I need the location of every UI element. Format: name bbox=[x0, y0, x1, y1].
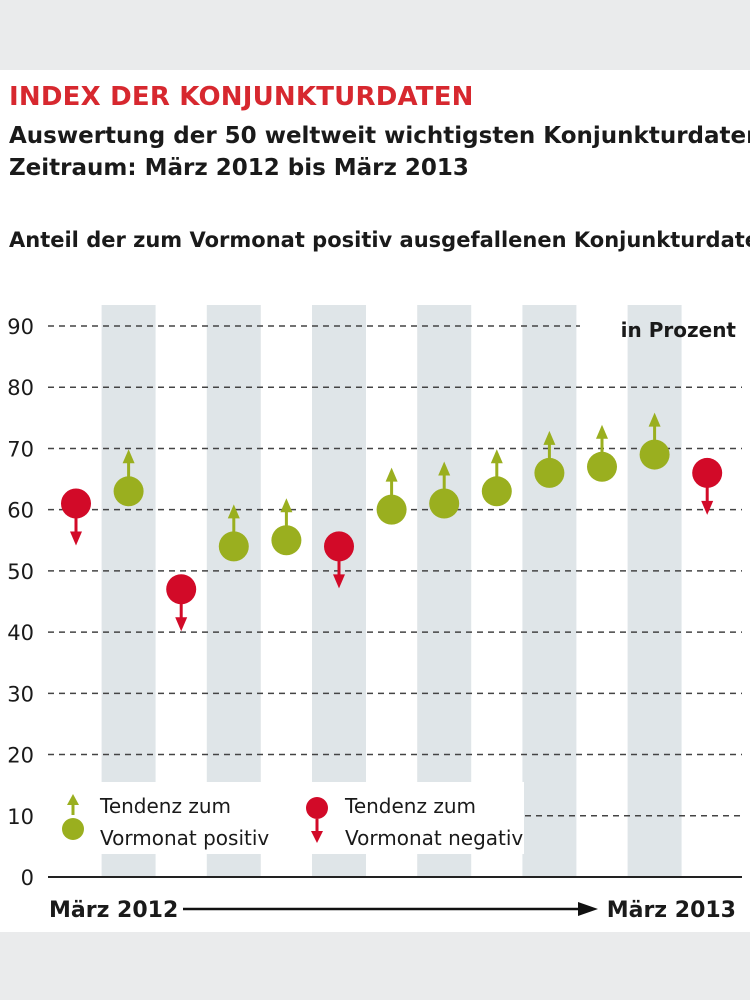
y-tick-label: 60 bbox=[7, 499, 34, 523]
legend-arrow-up-icon bbox=[67, 794, 79, 805]
legend-positive-marker bbox=[62, 818, 84, 840]
data-point-positive bbox=[429, 461, 460, 519]
chart-subtitle: Auswertung der 50 weltweit wichtigsten K… bbox=[9, 120, 750, 184]
point-marker bbox=[376, 494, 407, 525]
data-point-positive bbox=[481, 449, 512, 507]
data-point-positive bbox=[218, 504, 249, 562]
chart-title: INDEX DER KONJUNKTURDATEN bbox=[9, 82, 474, 112]
y-tick-label: 0 bbox=[21, 866, 34, 890]
y-tick-label: 70 bbox=[7, 437, 34, 461]
legend-negative-bg bbox=[302, 782, 524, 854]
data-point-positive bbox=[639, 412, 670, 470]
subtitle-line-1: Auswertung der 50 weltweit wichtigsten K… bbox=[9, 123, 750, 149]
x-start-label: März 2012 bbox=[49, 898, 178, 923]
month-band bbox=[522, 305, 577, 877]
y-tick-label: 90 bbox=[7, 315, 34, 339]
month-band bbox=[627, 305, 682, 877]
point-marker bbox=[61, 488, 91, 519]
data-point-positive bbox=[113, 449, 144, 507]
unit-label: in Prozent bbox=[621, 318, 737, 342]
month-band bbox=[312, 305, 366, 877]
point-marker bbox=[324, 531, 354, 562]
y-tick-label: 10 bbox=[7, 805, 34, 829]
legend-positive-line1: Tendenz zum bbox=[99, 794, 231, 818]
legend-negative-line1: Tendenz zum bbox=[344, 794, 476, 818]
legend-negative-marker bbox=[306, 797, 328, 819]
arrow-up-icon bbox=[438, 461, 451, 476]
point-marker bbox=[218, 531, 249, 562]
data-point-negative bbox=[61, 488, 91, 546]
month-band bbox=[206, 305, 261, 877]
data-point-positive bbox=[376, 467, 407, 525]
legend-positive-bg bbox=[58, 782, 290, 854]
point-marker bbox=[113, 476, 144, 507]
y-tick-label: 80 bbox=[7, 376, 34, 400]
legend-negative-line2: Vormonat negativ bbox=[345, 826, 523, 850]
point-marker bbox=[481, 476, 512, 507]
arrow-down-icon bbox=[175, 617, 188, 632]
point-marker bbox=[639, 439, 670, 470]
y-tick-label: 30 bbox=[7, 682, 34, 706]
point-marker bbox=[534, 457, 565, 488]
point-marker bbox=[429, 488, 460, 519]
month-band bbox=[101, 305, 156, 877]
arrow-down-icon bbox=[70, 531, 82, 546]
y-tick-label: 20 bbox=[7, 744, 34, 768]
arrow-up-icon bbox=[543, 430, 556, 445]
data-point-negative bbox=[692, 457, 723, 515]
x-end-label: März 2013 bbox=[607, 898, 736, 923]
data-point-positive bbox=[587, 424, 617, 482]
time-arrow-head-icon bbox=[578, 902, 598, 916]
data-point-negative bbox=[324, 531, 354, 589]
arrow-up-icon bbox=[490, 449, 503, 464]
arrow-down-icon bbox=[701, 500, 714, 515]
subtitle-line-2: Zeitraum: März 2012 bis März 2013 bbox=[9, 155, 469, 181]
data-point-negative bbox=[166, 574, 197, 632]
point-marker bbox=[692, 457, 723, 488]
arrow-up-icon bbox=[385, 467, 398, 482]
month-band bbox=[417, 305, 472, 877]
point-marker bbox=[271, 525, 302, 556]
point-marker bbox=[166, 574, 197, 605]
arrow-up-icon bbox=[648, 412, 661, 427]
legend-arrow-down-icon bbox=[311, 831, 323, 843]
y-tick-label: 50 bbox=[7, 560, 34, 584]
y-tick-label: 40 bbox=[7, 621, 34, 645]
arrow-up-icon bbox=[280, 498, 293, 513]
point-marker bbox=[587, 451, 617, 482]
chart-heading: Anteil der zum Vormonat positiv ausgefal… bbox=[9, 228, 750, 252]
arrow-down-icon bbox=[333, 574, 345, 589]
legend-positive-line2: Vormonat positiv bbox=[100, 826, 269, 850]
arrow-up-icon bbox=[596, 424, 608, 439]
data-point-positive bbox=[534, 430, 565, 488]
arrow-up-icon bbox=[227, 504, 240, 519]
arrow-up-icon bbox=[122, 449, 135, 464]
data-point-positive bbox=[271, 498, 302, 556]
